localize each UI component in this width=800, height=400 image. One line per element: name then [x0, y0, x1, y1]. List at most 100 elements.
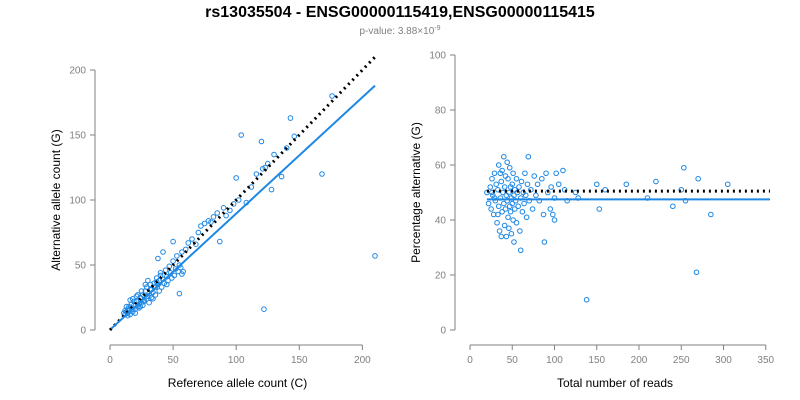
- left-x-axis-label: Reference allele count (C): [168, 376, 307, 390]
- left-data-point: [127, 297, 133, 303]
- right-data-point: [509, 181, 516, 188]
- left-data-point: [142, 281, 149, 288]
- right-data-point: [724, 181, 731, 188]
- left-data-point: [156, 288, 163, 294]
- left-data-point: [170, 258, 176, 264]
- right-data-point: [596, 206, 603, 212]
- left-data-point: [193, 241, 199, 247]
- left-data-point: [233, 175, 239, 181]
- right-data-point: [496, 228, 503, 234]
- left-y-axis-label: Alternative allele count (G): [49, 129, 63, 270]
- right-data-point: [525, 153, 532, 160]
- left-data-point: [138, 288, 145, 294]
- left-data-point: [283, 145, 290, 151]
- right-data-point: [623, 181, 630, 188]
- right-data-point: [489, 175, 495, 182]
- right-data-point: [522, 192, 529, 199]
- right-data-point: [491, 170, 498, 177]
- right-x-tick-label: 300: [715, 355, 732, 366]
- left-x-tick-label: 50: [168, 355, 180, 366]
- right-data-point: [493, 181, 499, 188]
- right-data-point: [513, 175, 520, 182]
- left-y-tick-label: 150: [69, 131, 86, 142]
- right-data-point: [499, 208, 505, 215]
- left-data-point: [238, 132, 245, 138]
- left-data-point: [214, 210, 221, 216]
- right-data-point: [507, 184, 514, 190]
- right-data-point: [551, 217, 558, 223]
- left-data-point: [129, 306, 136, 313]
- right-data-point: [498, 233, 505, 240]
- right-data-point: [495, 203, 502, 210]
- left-data-point: [165, 277, 171, 284]
- right-data-point: [516, 184, 522, 190]
- left-data-point: [152, 292, 159, 298]
- left-data-point: [216, 238, 223, 245]
- right-data-point: [511, 192, 517, 199]
- right-data-point: [518, 178, 525, 185]
- left-data-point: [170, 238, 176, 245]
- right-data-point: [708, 211, 714, 218]
- left-data-point: [185, 240, 192, 246]
- right-data-point: [511, 239, 517, 245]
- right-data-point: [494, 219, 500, 226]
- right-data-point: [529, 206, 536, 212]
- right-data-point: [522, 170, 528, 177]
- right-x-tick-label: 250: [673, 355, 690, 366]
- right-data-point: [506, 225, 512, 232]
- left-data-point: [155, 255, 161, 262]
- right-data-point: [560, 167, 566, 174]
- right-x-axis-label: Total number of reads: [557, 376, 673, 390]
- left-data-point: [201, 220, 208, 227]
- right-data-point: [495, 162, 502, 168]
- right-data-point: [490, 192, 496, 199]
- right-data-point: [561, 186, 568, 193]
- right-data-point: [506, 164, 513, 171]
- left-y-tick-label: 0: [80, 326, 86, 337]
- right-data-point: [695, 175, 701, 182]
- right-x-tick-label: 350: [757, 355, 774, 366]
- right-data-point: [521, 200, 527, 207]
- right-data-point: [539, 175, 545, 182]
- right-data-point: [548, 184, 554, 190]
- left-data-point: [319, 171, 325, 177]
- right-data-point: [510, 217, 516, 223]
- right-data-point: [515, 203, 521, 210]
- left-data-point: [195, 229, 202, 236]
- left-data-point: [198, 223, 204, 229]
- right-data-point: [499, 167, 505, 174]
- left-data-point: [160, 249, 166, 255]
- right-data-point: [501, 184, 508, 190]
- right-data-point: [503, 233, 510, 240]
- right-data-point: [602, 186, 609, 193]
- left-data-point: [291, 133, 298, 140]
- left-data-point: [171, 272, 178, 279]
- right-x-tick-label: 0: [467, 355, 473, 366]
- right-data-point: [550, 211, 556, 218]
- right-data-point: [519, 208, 526, 215]
- left-data-point: [176, 290, 183, 297]
- right-data-point: [485, 200, 492, 207]
- left-data-point: [258, 138, 265, 145]
- right-data-point: [501, 200, 507, 207]
- right-data-point: [505, 175, 511, 182]
- right-y-tick-label: 80: [435, 106, 447, 117]
- right-data-point: [534, 181, 541, 188]
- right-y-tick-label: 100: [429, 51, 446, 62]
- right-data-point: [509, 200, 516, 207]
- right-x-tick-label: 100: [546, 355, 563, 366]
- left-data-point: [134, 292, 141, 298]
- left-data-point: [287, 115, 294, 121]
- right-scatter-plot: 0 50 100 150 200 250 300 350 0 20 40 60 80 100 Total n…: [409, 51, 775, 391]
- left-y-tick-label: 50: [75, 261, 87, 272]
- left-data-point: [157, 270, 164, 276]
- left-data-point: [175, 268, 181, 275]
- right-data-point: [510, 170, 516, 177]
- left-fit-line: [110, 84, 376, 330]
- left-data-point: [121, 310, 127, 316]
- right-data-point: [513, 219, 520, 226]
- right-data-point: [693, 269, 700, 276]
- p-value-text: p-value: 3.88×10: [359, 26, 434, 37]
- right-data-point: [511, 206, 518, 212]
